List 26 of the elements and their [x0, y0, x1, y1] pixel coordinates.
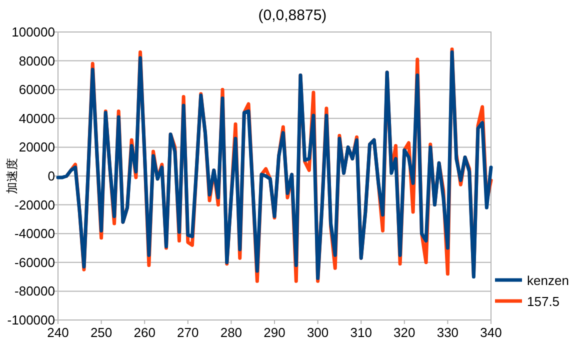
x-tick-label: 310 — [350, 325, 372, 340]
legend-label: kenzen — [527, 273, 569, 288]
x-tick-label: 240 — [47, 325, 69, 340]
x-tick-label: 280 — [220, 325, 242, 340]
x-tick-label: 260 — [134, 325, 156, 340]
x-tick-label: 330 — [436, 325, 459, 340]
chart-title: (0,0,8875) — [258, 7, 327, 24]
x-tick-label: 340 — [480, 325, 502, 340]
y-tick-label: 0 — [48, 168, 55, 184]
y-tick-label: -40000 — [14, 226, 55, 242]
y-tick-label: -80000 — [14, 284, 55, 299]
x-tick-label: 270 — [177, 325, 199, 340]
x-tick-label: 300 — [306, 325, 329, 340]
x-tick-label: 250 — [90, 325, 112, 340]
y-tick-label: 100000 — [12, 24, 55, 40]
y-tick-label: -20000 — [14, 197, 55, 212]
y-axis-title: 加速度 — [5, 158, 19, 194]
y-tick-label: 60000 — [18, 82, 55, 98]
x-tick-label: 290 — [264, 325, 286, 340]
y-tick-label: -60000 — [14, 254, 55, 270]
y-tick-label: 20000 — [18, 140, 55, 155]
legend-label: 157.5 — [527, 294, 560, 309]
x-tick-label: 320 — [394, 325, 416, 340]
y-tick-label: 80000 — [18, 53, 55, 68]
y-tick-label: 40000 — [18, 110, 55, 126]
y-tick-label: -100000 — [7, 312, 55, 328]
